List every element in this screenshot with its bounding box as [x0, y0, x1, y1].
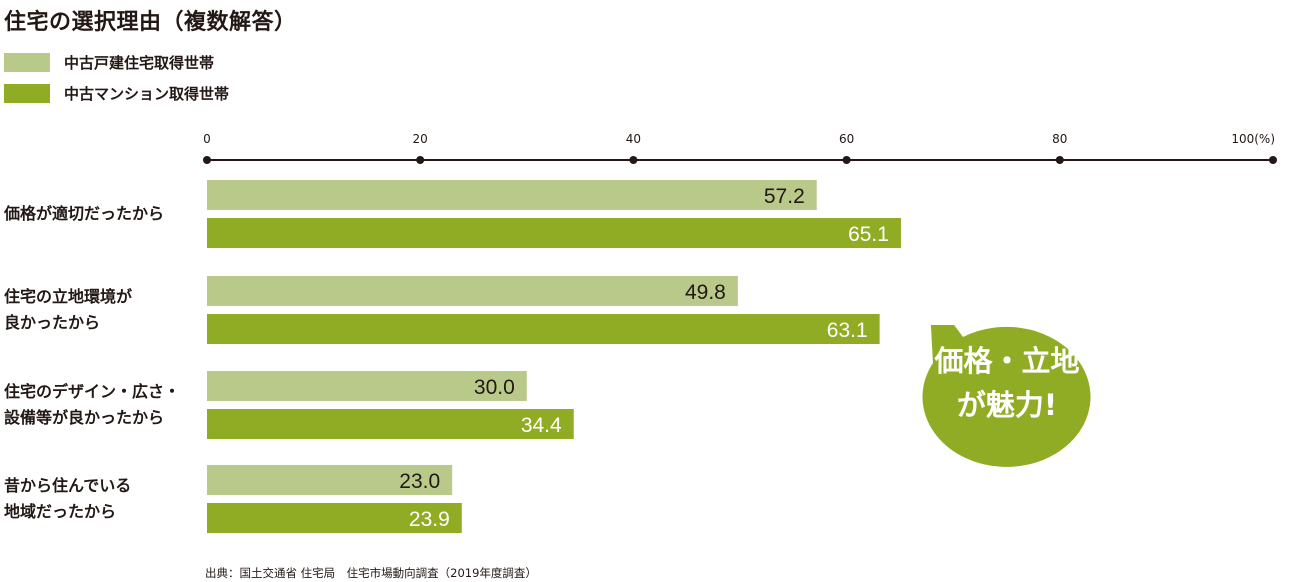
x-tick-mark: [1269, 156, 1277, 164]
legend-swatch-condo: [4, 84, 50, 103]
x-tick-mark: [203, 156, 211, 164]
x-tick-label: 40: [626, 132, 641, 146]
data-label: 34.4: [521, 414, 562, 437]
x-tick-label: 20: [413, 132, 428, 146]
bar: [207, 465, 453, 495]
legend-swatch-detached: [4, 53, 50, 72]
bar: [207, 218, 901, 248]
chart-title: 住宅の選択理由（複数解答）: [4, 10, 297, 35]
legend: 中古戸建住宅取得世帯 中古マンション取得世帯: [4, 50, 229, 112]
data-label: 23.9: [409, 508, 450, 531]
bar: [207, 276, 738, 306]
x-tick-label: 100(%): [1231, 132, 1275, 146]
data-label: 23.0: [399, 470, 440, 493]
bar: [207, 180, 817, 210]
x-tick-label: 80: [1052, 132, 1067, 146]
legend-item-detached: 中古戸建住宅取得世帯: [4, 50, 229, 75]
category-label: 住宅のデザイン・広さ・ 設備等が良かったから: [4, 382, 181, 427]
category-label: 昔から住んでいる 地域だったから: [4, 476, 132, 521]
legend-item-condo: 中古マンション取得世帯: [4, 81, 229, 106]
x-tick-mark: [416, 156, 425, 164]
bar: [207, 371, 527, 401]
data-label: 30.0: [474, 376, 515, 399]
data-label: 65.1: [848, 223, 889, 246]
callout-shape: [922, 325, 1091, 467]
callout-bubble: 価格・立地 が魅力!: [921, 325, 1093, 470]
legend-label-detached: 中古戸建住宅取得世帯: [64, 54, 215, 72]
callout-text: 価格・立地 が魅力!: [934, 344, 1080, 422]
bar: [207, 314, 880, 344]
x-tick-label: 0: [203, 132, 211, 146]
legend-label-condo: 中古マンション取得世帯: [64, 85, 230, 103]
data-label: 63.1: [827, 319, 868, 342]
bar: [207, 409, 574, 439]
category-label: 住宅の立地環境が 良かったから: [4, 287, 133, 332]
source-note: 出典：国土交通省 住宅局 住宅市場動向調査（2019年度調査）: [205, 566, 537, 580]
data-label: 49.8: [685, 281, 726, 304]
category-label: 価格が適切だったから: [4, 204, 165, 223]
data-label: 57.2: [764, 185, 805, 208]
x-tick-mark: [842, 156, 851, 164]
x-tick-mark: [629, 156, 638, 164]
x-tick-mark: [1055, 156, 1064, 164]
bar: [207, 503, 462, 533]
x-tick-label: 60: [839, 132, 854, 146]
